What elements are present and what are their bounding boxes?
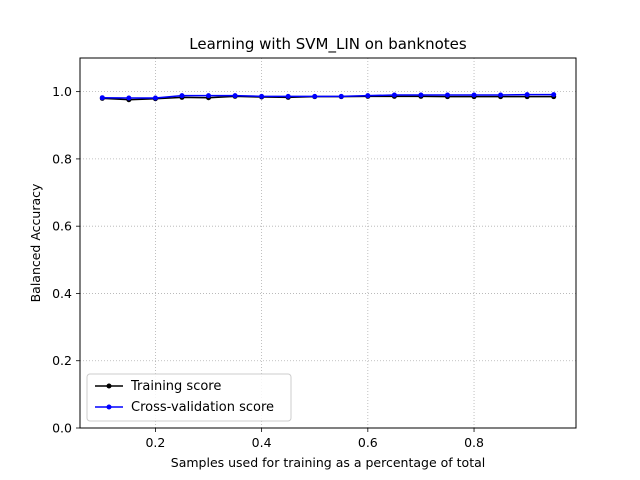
data-point — [338, 93, 344, 99]
series-line — [102, 93, 554, 99]
data-point — [524, 92, 530, 98]
grid-lines — [80, 58, 576, 429]
data-point — [391, 92, 397, 98]
y-tick-label: 1.0 — [52, 84, 72, 99]
y-axis-ticks: 0.0 0.2 0.4 0.6 0.8 1.0 — [52, 84, 80, 436]
data-point — [99, 95, 105, 101]
y-axis-label: Balanced Accuracy — [28, 183, 43, 302]
x-axis-ticks: 0.2 0.4 0.6 0.8 — [145, 428, 484, 450]
y-tick-label: 0.6 — [52, 219, 72, 234]
data-point — [444, 92, 450, 98]
legend: Training score Cross-validation score — [86, 373, 292, 422]
data-point — [551, 92, 557, 98]
x-tick-label: 0.4 — [252, 435, 272, 450]
data-point — [285, 93, 291, 99]
y-tick-label: 0.2 — [52, 353, 72, 368]
data-point — [365, 93, 371, 99]
y-tick-label: 0.0 — [52, 421, 72, 436]
data-point — [498, 92, 504, 98]
data-point — [206, 93, 212, 99]
chart-title: Learning with SVM_LIN on banknotes — [189, 35, 467, 54]
y-tick-label: 0.4 — [52, 286, 72, 301]
data-point — [259, 93, 265, 99]
data-point — [471, 92, 477, 98]
data-point — [232, 93, 238, 99]
series-cross-validation — [99, 92, 557, 101]
series-layer — [99, 92, 557, 103]
data-point — [312, 93, 318, 99]
legend-training-label: Training score — [130, 379, 221, 394]
legend-box — [86, 373, 292, 422]
y-tick-label: 0.8 — [52, 151, 72, 166]
legend-cv-label: Cross-validation score — [131, 400, 274, 415]
data-point — [179, 93, 185, 99]
plot-frame — [79, 57, 577, 429]
x-axis-label: Samples used for training as a percentag… — [171, 455, 485, 470]
data-point — [126, 95, 132, 101]
data-point — [418, 92, 424, 98]
x-tick-label: 0.6 — [358, 435, 378, 450]
x-tick-label: 0.8 — [464, 435, 484, 450]
x-tick-label: 0.2 — [145, 435, 165, 450]
legend-training-marker — [106, 383, 112, 389]
legend-cv-marker — [106, 404, 112, 410]
data-point — [152, 95, 158, 101]
